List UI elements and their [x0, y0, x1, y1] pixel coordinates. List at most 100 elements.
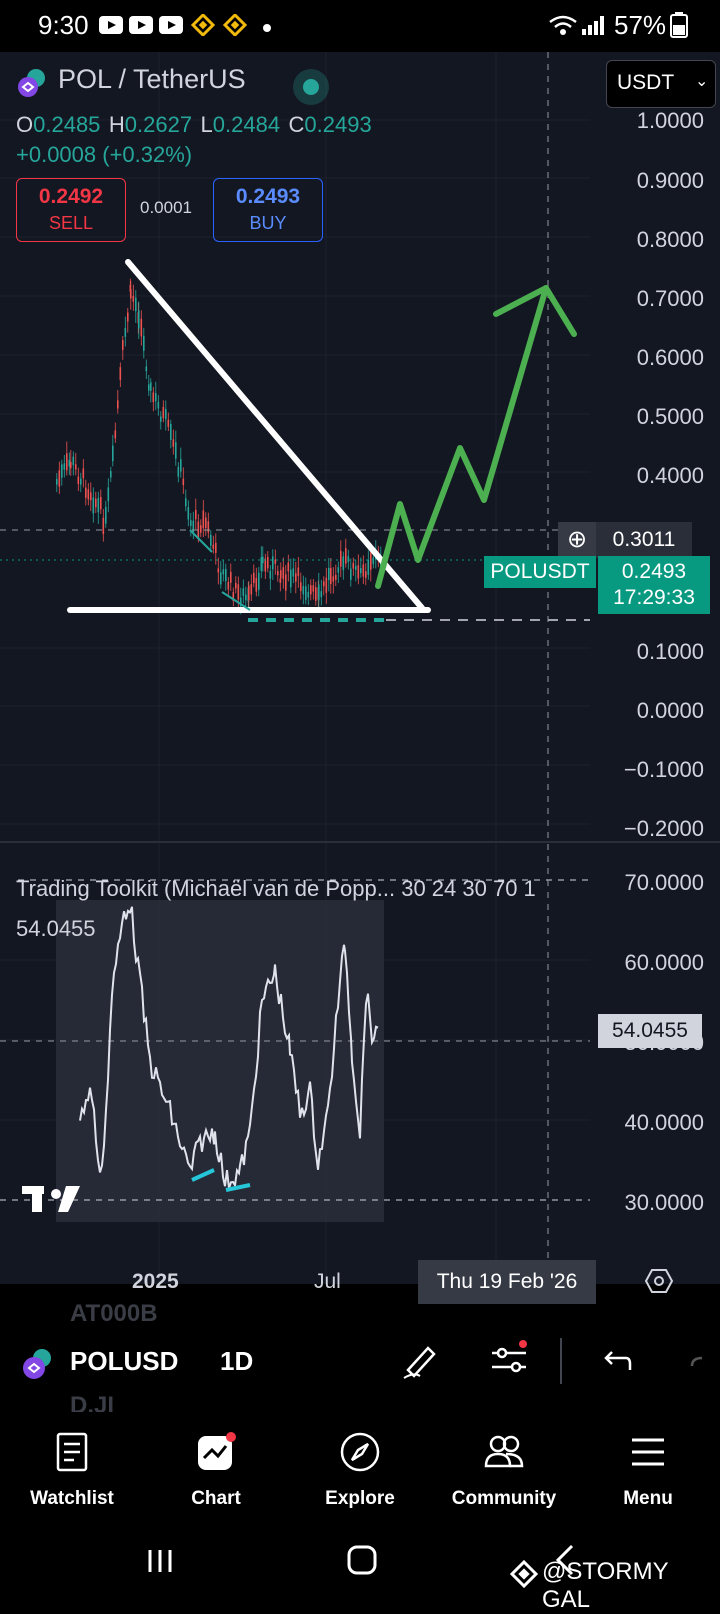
- indicator-title[interactable]: Trading Toolkit (Michaël van de Popp... …: [16, 876, 536, 901]
- menu-icon: [628, 1432, 668, 1472]
- android-nav-bar: [0, 1522, 720, 1600]
- signal-icon: [580, 14, 606, 36]
- youtube-icon: [158, 14, 184, 36]
- indicator-axis-label: 60.0000: [624, 950, 704, 975]
- chart-canvas[interactable]: [0, 52, 720, 1284]
- redo-icon[interactable]: [690, 1346, 720, 1380]
- home-icon[interactable]: [346, 1544, 378, 1576]
- indicator-axis-label: 40.0000: [624, 1110, 704, 1135]
- back-icon[interactable]: [552, 1544, 576, 1576]
- chart-icon: [196, 1432, 236, 1472]
- currency-value: USDT: [617, 71, 675, 94]
- toolbar-divider: [560, 1338, 562, 1384]
- indicator-divergence-line: [225, 1183, 251, 1192]
- price-axis-label: 0.5000: [636, 404, 704, 429]
- watermark-text: @STORMY GAL: [542, 1558, 669, 1613]
- last-price: 0.2493: [621, 560, 687, 583]
- indicator-axis-label: 30.0000: [624, 1190, 704, 1215]
- nav-label: Watchlist: [30, 1488, 114, 1509]
- status-time: 9:30: [38, 10, 89, 40]
- watchlist-icon: [52, 1432, 92, 1472]
- price-axis-label: 0.1000: [636, 639, 704, 664]
- sell-label: SELL: [48, 213, 94, 233]
- low-key: L: [200, 112, 213, 137]
- settings-hexagon-icon[interactable]: [644, 1266, 674, 1296]
- battery-percent: 57%: [614, 10, 667, 40]
- compass-icon: [340, 1432, 380, 1472]
- pair-title[interactable]: POL / TetherUS: [58, 64, 246, 94]
- nav-chart[interactable]: Chart: [144, 1420, 288, 1516]
- crosshair-price-label: 0.3011: [596, 522, 692, 558]
- price-axis-label: 0.6000: [636, 345, 704, 370]
- symbol-tag: POLUSDT: [484, 556, 596, 588]
- pencil-drawing-icon[interactable]: [400, 1340, 440, 1380]
- close-key: C: [288, 112, 305, 137]
- nav-community[interactable]: Community: [432, 1420, 576, 1516]
- price-change: +0.0008 (+0.32%): [16, 142, 193, 167]
- indicator-divergence-line: [191, 1168, 215, 1182]
- binance-icon: [190, 12, 216, 38]
- indicator-range-highlight: [56, 900, 384, 1222]
- nav-explore[interactable]: Explore: [288, 1420, 432, 1516]
- price-axis-label: 0.9000: [636, 168, 704, 193]
- toolbar-symbol[interactable]: POLUSD: [70, 1346, 179, 1376]
- buy-label: BUY: [249, 213, 287, 233]
- price-axis-label: −0.1000: [623, 757, 704, 782]
- scroll-ghost-symbol: AT000B: [70, 1300, 158, 1327]
- price-axis-label: 0.0000: [636, 698, 704, 723]
- market-open-indicator-icon: [292, 68, 330, 106]
- indicator-line: [79, 906, 379, 1189]
- close-value: 0.2493: [304, 112, 372, 137]
- candlestick-series: [56, 278, 382, 615]
- nav-menu[interactable]: Menu: [576, 1420, 720, 1516]
- buy-price: 0.2493: [235, 185, 301, 208]
- polygon-logo-icon: [22, 1348, 54, 1380]
- binance-watermark-icon: [509, 1559, 539, 1589]
- indicator-axis-label: 70.0000: [624, 870, 704, 895]
- ohlc-readout: O0.2485 H0.2627 L0.2484 C0.2493: [16, 112, 372, 138]
- indicators-sliders-icon[interactable]: [490, 1340, 530, 1380]
- battery-icon: [670, 12, 688, 38]
- price-axis-label: 0.7000: [636, 286, 704, 311]
- polygon-logo-icon: [18, 68, 48, 98]
- price-chart-svg[interactable]: [0, 52, 720, 1284]
- last-price-tag: 0.2493 17:29:33: [598, 556, 710, 614]
- low-value: 0.2484: [212, 112, 281, 137]
- countdown: 17:29:33: [613, 586, 695, 609]
- undo-icon[interactable]: [598, 1346, 632, 1380]
- descending-trendline: [125, 259, 425, 611]
- projection-arrow: [375, 285, 549, 589]
- high-value: 0.2627: [124, 112, 193, 137]
- indicator-value-tag: 54.0455: [598, 1014, 702, 1048]
- divergence-line: [189, 529, 213, 553]
- nav-label: Explore: [325, 1488, 395, 1509]
- notification-dot-icon: [262, 20, 272, 32]
- time-label-jul: Jul: [314, 1270, 341, 1293]
- nav-label: Community: [451, 1488, 557, 1509]
- sell-button[interactable]: 0.2492 SELL: [16, 178, 126, 242]
- nav-label: Menu: [623, 1488, 673, 1509]
- youtube-icon: [128, 14, 154, 36]
- recents-icon[interactable]: [146, 1546, 176, 1576]
- crosshair-date-label: Thu 19 Feb '26: [418, 1260, 596, 1304]
- nav-watchlist[interactable]: Watchlist: [0, 1420, 144, 1516]
- open-value: 0.2485: [33, 112, 101, 137]
- price-axis-label: 0.4000: [636, 463, 704, 488]
- community-icon: [484, 1432, 524, 1472]
- plus-circle-icon: ⊕: [566, 526, 588, 553]
- time-label-2025: 2025: [132, 1270, 179, 1293]
- sell-price: 0.2492: [38, 185, 104, 208]
- toolbar-interval[interactable]: 1D: [220, 1346, 254, 1376]
- indicator-value: 54.0455: [16, 916, 96, 941]
- currency-select[interactable]: USDT ⌄: [606, 60, 716, 108]
- projection-arrowhead: [493, 285, 577, 337]
- chart-toolbar: [0, 1312, 720, 1412]
- buy-button[interactable]: 0.2493 BUY: [213, 178, 323, 242]
- youtube-icon: [98, 14, 124, 36]
- price-axis-label: 0.8000: [636, 227, 704, 252]
- divergence-line: [221, 591, 251, 611]
- high-key: H: [108, 112, 125, 137]
- add-alert-button[interactable]: ⊕: [558, 522, 596, 558]
- bottom-nav: [0, 1412, 720, 1522]
- wifi-icon: [548, 14, 577, 36]
